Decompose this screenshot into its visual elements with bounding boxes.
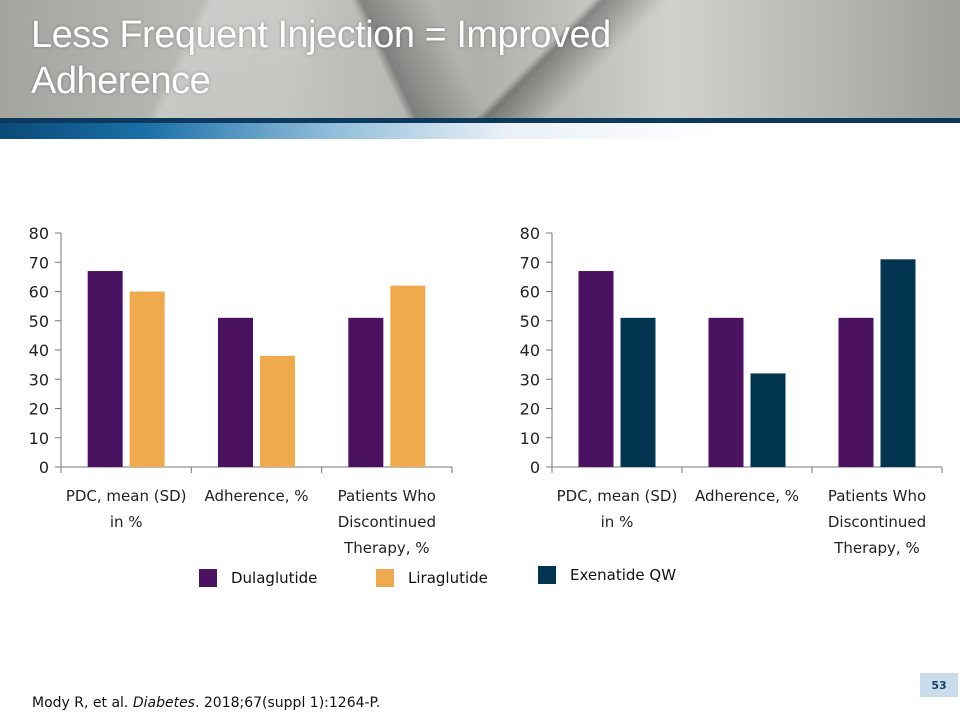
bar-liraglutide: [390, 285, 426, 467]
y-tick-label: 60: [29, 283, 49, 302]
x-category-label: PDC, mean (SD) in %: [557, 487, 678, 531]
y-tick-label: 80: [29, 224, 49, 243]
y-tick-label: 40: [29, 341, 49, 360]
y-tick-label: 70: [29, 253, 49, 272]
y-tick-label: 60: [520, 283, 540, 302]
y-tick-label: 30: [520, 370, 540, 389]
bar-dulaglutide: [348, 317, 384, 467]
legend-swatch-exenatide: [538, 566, 556, 584]
bar-dulaglutide: [578, 271, 614, 467]
y-tick-label: 80: [520, 224, 540, 243]
bar-dulaglutide: [218, 317, 253, 467]
legend-label: Liraglutide: [408, 569, 488, 587]
y-tick-label: 0: [39, 458, 49, 477]
citation: Mody R, et al. Diabetes. 2018;67(suppl 1…: [32, 695, 380, 711]
page-number: 53: [920, 673, 958, 697]
chart-left: 0 10 20 30 40 50 60 70 80 PDC, mean (SD) in % Adher…: [29, 224, 453, 557]
legend-exenatide: Exenatide QW: [538, 566, 676, 584]
y-tick-label: 70: [520, 253, 540, 272]
bar-dulaglutide: [87, 271, 123, 467]
y-tick-label: 10: [520, 429, 540, 448]
y-tick-label: 20: [29, 400, 49, 419]
bar-liraglutide: [260, 355, 295, 467]
x-category-label: Patients Who Discontinued Therapy, %: [828, 487, 926, 557]
y-tick-label: 30: [29, 370, 49, 389]
citation-journal: Diabetes: [132, 695, 195, 711]
x-category-label: Adherence, %: [695, 487, 799, 505]
y-tick-label: 50: [29, 312, 49, 331]
legend-liraglutide: Liraglutide: [376, 569, 488, 587]
x-category-label: Patients Who Discontinued Therapy, %: [338, 487, 436, 557]
legend-dulaglutide: Dulaglutide: [199, 569, 317, 587]
y-tick-label: 10: [29, 429, 49, 448]
y-tick-label: 40: [520, 341, 540, 360]
citation-details: . 2018;67(suppl 1):1264-P.: [194, 695, 381, 711]
bar-exenatide-qw: [750, 373, 786, 467]
legend-swatch-dulaglutide: [199, 569, 217, 587]
y-tick-label: 0: [530, 458, 540, 477]
header-banner-image: [0, 0, 960, 118]
bar-dulaglutide: [708, 317, 744, 467]
x-category-label: Adherence, %: [204, 487, 308, 505]
x-category-label: PDC, mean (SD) in %: [66, 487, 187, 531]
header-gradient-bar: [0, 123, 720, 139]
bar-exenatide-qw: [880, 259, 916, 467]
header-divider: [0, 118, 960, 123]
legend-label: Exenatide QW: [570, 566, 677, 584]
bar-liraglutide: [129, 291, 165, 467]
citation-authors: Mody R, et al.: [32, 695, 133, 711]
chart-right: 0 10 20 30 40 50 60 70 80 PDC, mean (SD) in % Adher…: [520, 224, 943, 557]
y-tick-label: 20: [520, 400, 540, 419]
legend-swatch-liraglutide: [376, 569, 394, 587]
bar-dulaglutide: [838, 317, 874, 467]
bar-exenatide-qw: [620, 317, 656, 467]
legend-label: Dulaglutide: [231, 569, 318, 587]
slide-title: Less Frequent Injection = Improved Adher…: [31, 14, 611, 102]
y-tick-label: 50: [520, 312, 540, 331]
